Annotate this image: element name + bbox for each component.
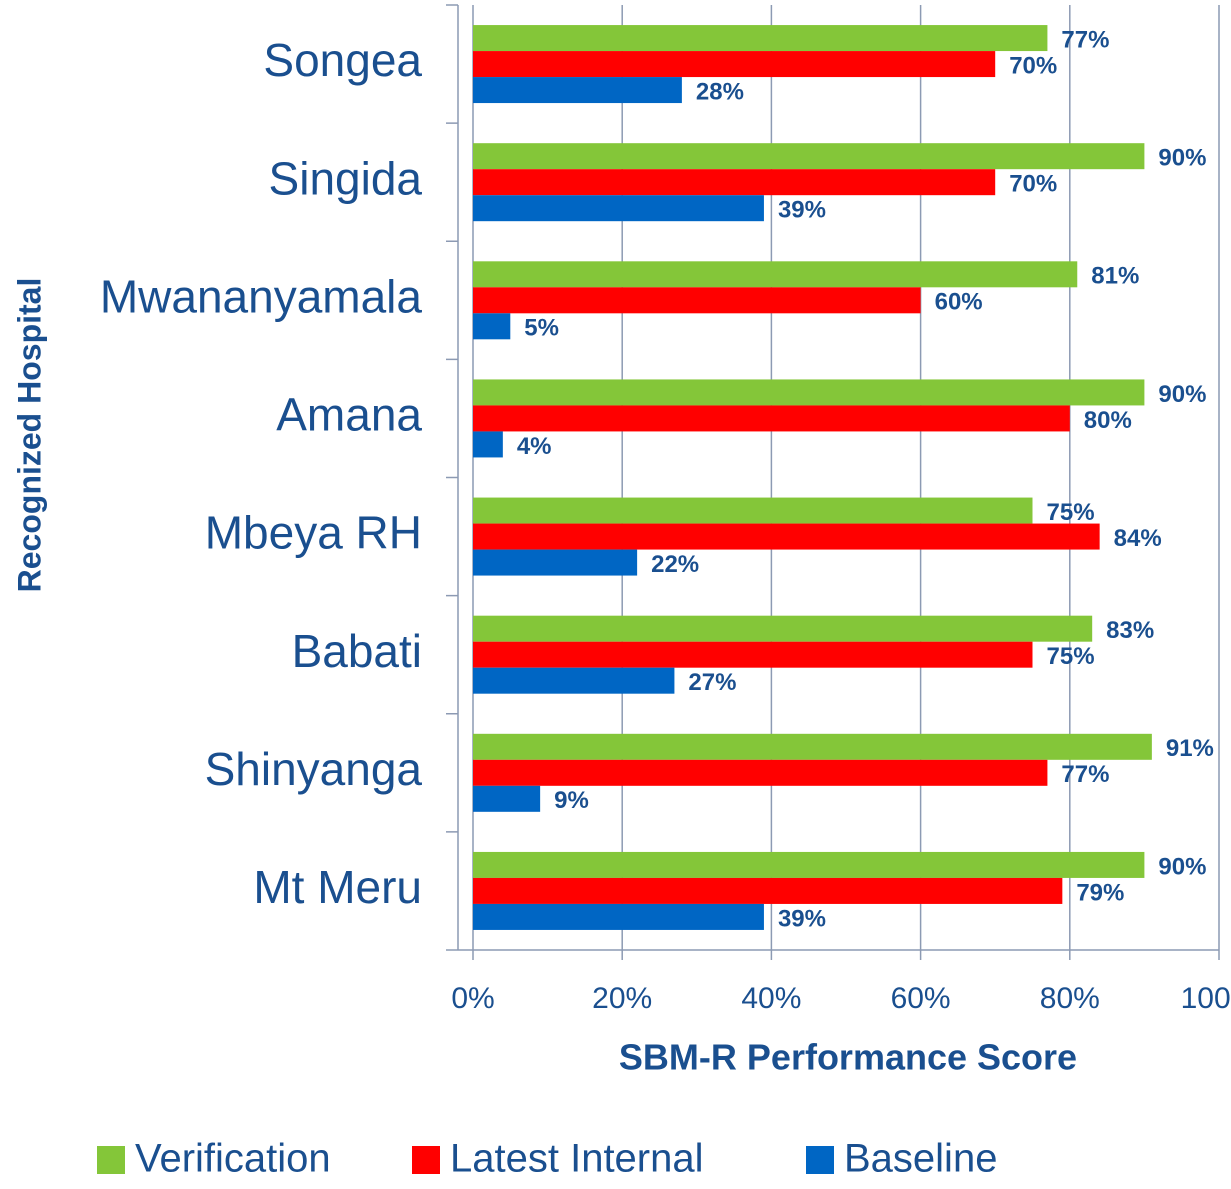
value-label: 91% [1166, 735, 1214, 762]
value-label: 5% [524, 315, 559, 342]
legend-swatch [806, 1146, 834, 1174]
bar [473, 379, 1145, 406]
value-label: 4% [517, 433, 552, 460]
legend-label: Verification [135, 1137, 331, 1181]
y-axis-title: Recognized Hospital [11, 278, 47, 593]
bar [473, 287, 921, 314]
value-label: 80% [1084, 407, 1132, 434]
x-tick-label: 100% [1181, 982, 1231, 1015]
bar [473, 169, 996, 196]
value-label: 9% [554, 787, 589, 814]
bar [473, 261, 1078, 288]
value-label: 75% [1047, 643, 1095, 670]
value-label: 39% [778, 905, 826, 932]
value-label: 77% [1061, 26, 1109, 53]
bar [473, 523, 1100, 550]
bar [473, 641, 1033, 668]
legend-swatch [97, 1146, 125, 1174]
y-tick-label: Mt Meru [253, 861, 422, 913]
value-label: 90% [1158, 853, 1206, 880]
y-tick-label: Amana [276, 389, 422, 441]
x-axis-title: SBM-R Performance Score [619, 1037, 1077, 1078]
bar [473, 877, 1063, 904]
legend-swatch [412, 1146, 440, 1174]
bar [473, 549, 638, 576]
bar [473, 903, 764, 930]
value-label: 84% [1114, 525, 1162, 552]
y-tick-label: Babati [292, 625, 422, 677]
bar [473, 615, 1093, 642]
bar [473, 785, 541, 812]
x-tick-label: 20% [592, 982, 652, 1015]
x-tick-label: 80% [1040, 982, 1100, 1015]
y-tick-label: Mwananyamala [100, 270, 423, 322]
bar [473, 431, 503, 458]
legend-label: Baseline [844, 1137, 997, 1181]
bar [473, 759, 1048, 786]
bar [473, 77, 682, 104]
value-label: 75% [1047, 499, 1095, 526]
bar [473, 143, 1145, 170]
value-label: 90% [1158, 145, 1206, 172]
value-label: 70% [1009, 171, 1057, 198]
x-tick-label: 0% [451, 982, 494, 1015]
bar [473, 733, 1152, 760]
bar [473, 195, 764, 222]
y-tick-label: Shinyanga [205, 743, 423, 795]
value-label: 70% [1009, 52, 1057, 79]
y-tick-label: Songea [263, 34, 422, 86]
value-label: 60% [935, 289, 983, 316]
x-tick-label: 40% [741, 982, 801, 1015]
bar [473, 667, 675, 694]
x-tick-label: 60% [891, 982, 951, 1015]
value-label: 77% [1061, 761, 1109, 788]
bar [473, 25, 1048, 52]
value-label: 81% [1091, 263, 1139, 290]
value-label: 83% [1106, 617, 1154, 644]
y-tick-label: Singida [269, 152, 423, 204]
legend-label: Latest Internal [450, 1137, 704, 1181]
y-tick-label: Mbeya RH [205, 507, 422, 559]
value-label: 22% [651, 551, 699, 578]
bar [473, 497, 1033, 524]
value-label: 39% [778, 197, 826, 224]
value-label: 79% [1076, 879, 1124, 906]
value-label: 27% [688, 669, 736, 696]
value-label: 28% [696, 78, 744, 105]
bar [473, 313, 511, 340]
bar [473, 405, 1070, 432]
value-label: 90% [1158, 381, 1206, 408]
bar [473, 851, 1145, 878]
bar [473, 51, 996, 78]
